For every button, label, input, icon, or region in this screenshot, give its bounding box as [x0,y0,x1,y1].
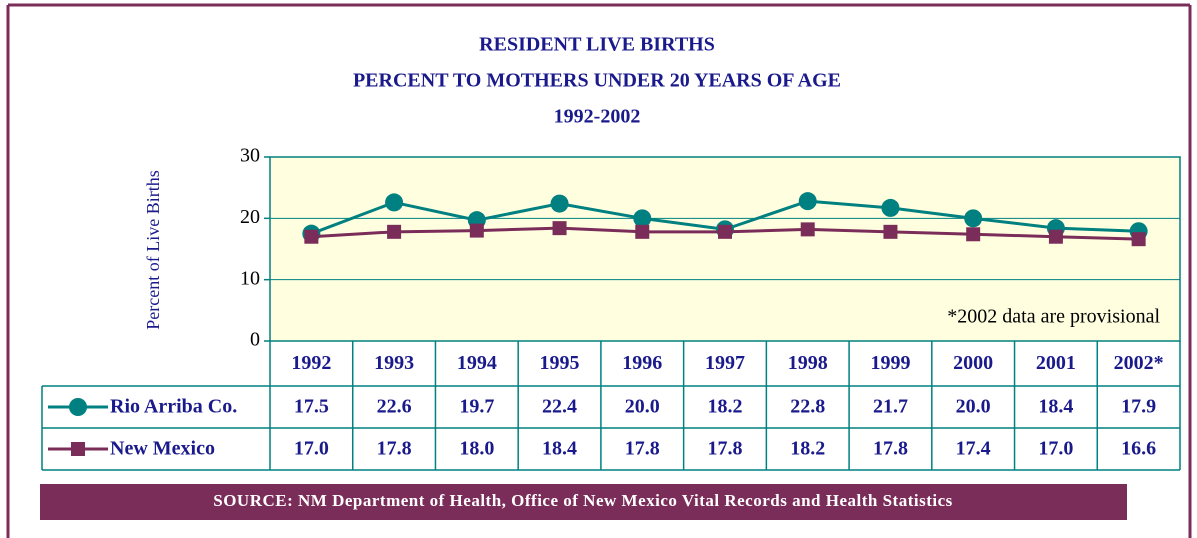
y-tick-label: 0 [250,329,260,351]
data-label: 17.0 [294,438,329,460]
data-label: 18.2 [790,438,825,460]
marker [798,192,817,211]
marker [385,193,404,212]
source: SOURCE: NM Department of Health, Office … [213,491,953,510]
data-label: 22.4 [542,396,577,418]
source-box [40,484,1127,520]
plot-area [269,156,1181,342]
marker [964,209,983,228]
marker [304,229,319,244]
x-tick-label: 1999 [870,352,910,374]
x-tick-label: 1996 [622,352,662,374]
data-label: 19.7 [459,396,494,418]
marker [883,224,898,239]
x-tick-label: 1997 [705,352,745,374]
marker [635,224,650,239]
data-label: 17.4 [956,438,991,460]
x-tick-label: 1995 [540,352,580,374]
marker [387,224,402,239]
data-label: 21.7 [873,396,908,418]
marker [1048,229,1063,244]
marker [881,198,900,217]
x-tick-label: 2001 [1036,352,1076,374]
data-label: 17.0 [1038,438,1073,460]
x-tick-label: 2002* [1114,352,1164,374]
marker [718,224,732,239]
y-axis-label: Percent of Live Births [143,170,163,329]
data-label: 17.8 [377,438,412,460]
data-label: 17.8 [708,438,743,460]
legend-label: New Mexico [110,438,215,460]
chart-title: RESIDENT LIVE BIRTHS [479,34,715,56]
x-tick-label: 1992 [291,352,331,374]
data-label: 17.8 [625,438,660,460]
marker [1131,232,1146,247]
y-tick-label: 20 [240,206,260,228]
data-label: 18.2 [708,396,743,418]
data-label: 17.5 [294,396,329,418]
annotation: *2002 data are provisional [947,306,1160,328]
legend-marker [69,398,87,416]
chart-title: 1992-2002 [554,106,641,128]
legend-marker [71,442,85,456]
x-tick-label: 1994 [457,352,497,374]
data-label: 20.0 [956,396,991,418]
legend-label: Rio Arriba Co. [110,396,237,418]
data-label: 22.8 [790,396,825,418]
marker [800,222,815,237]
x-tick-label: 2000 [953,352,993,374]
marker [633,209,652,228]
data-label: 18.4 [542,438,577,460]
x-tick-label: 1998 [788,352,828,374]
x-tick-label: 1993 [374,352,414,374]
chart-title: PERCENT TO MOTHERS UNDER 20 YEARS OF AGE [353,70,841,92]
data-label: 18.4 [1038,396,1073,418]
data-label: 18.0 [459,438,494,460]
data-label: 16.6 [1121,438,1156,460]
y-tick-label: 10 [240,267,260,289]
data-label: 22.6 [377,396,412,418]
marker [966,227,981,242]
marker [550,194,569,213]
marker [469,223,484,238]
data-label: 17.9 [1121,396,1156,418]
data-label: 20.0 [625,396,660,418]
marker [552,221,567,236]
y-tick-label: 30 [240,145,260,167]
data-label: 17.8 [873,438,908,460]
